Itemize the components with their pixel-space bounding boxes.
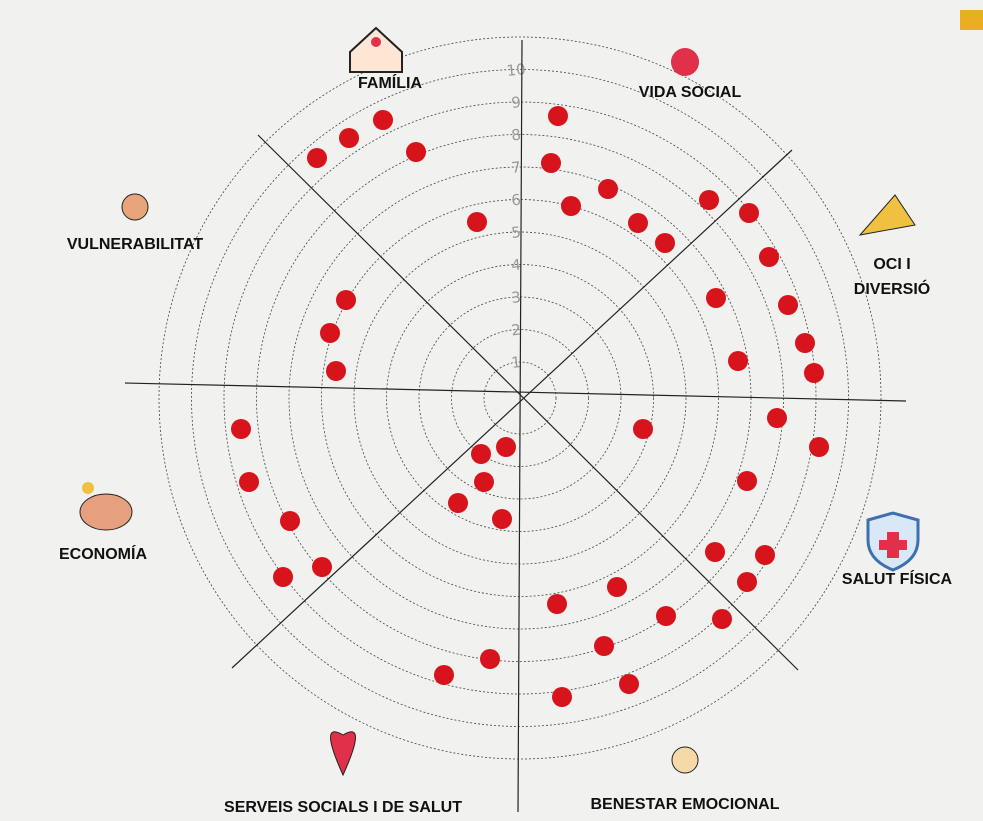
sticker-dot xyxy=(336,290,356,310)
sticker-dot xyxy=(712,609,732,629)
sticker-dot xyxy=(406,142,426,162)
sticker-dot xyxy=(804,363,824,383)
sticker-dot xyxy=(767,408,787,428)
sticker-dot xyxy=(728,351,748,371)
ring-number: 10 xyxy=(506,60,527,80)
sticker-dot xyxy=(280,511,300,531)
sticker-dot xyxy=(231,419,251,439)
sticker-dot xyxy=(448,493,468,513)
sticker-dot xyxy=(699,190,719,210)
sticker-dot xyxy=(239,472,259,492)
sticker-dot xyxy=(739,203,759,223)
sticker-dot xyxy=(312,557,332,577)
sticker-dot xyxy=(795,333,815,353)
paper xyxy=(0,0,983,821)
icon-coin xyxy=(82,482,94,494)
sticker-dot xyxy=(496,437,516,457)
sticker-dot xyxy=(552,687,572,707)
label: OCI I xyxy=(873,256,910,273)
label: SALUT FÍSICA xyxy=(842,569,953,588)
icon-face xyxy=(672,747,698,773)
sticker-dot xyxy=(755,545,775,565)
sticker-dot xyxy=(474,472,494,492)
corner-tab xyxy=(960,10,983,30)
sticker-dot xyxy=(471,444,491,464)
icon-heart xyxy=(371,37,381,47)
sticker-dot xyxy=(619,674,639,694)
sticker-dot xyxy=(705,542,725,562)
label: ECONOMÍA xyxy=(59,544,147,563)
sticker-dot xyxy=(339,128,359,148)
ring-number: 9 xyxy=(510,93,521,112)
sticker-dot xyxy=(759,247,779,267)
sticker-dot xyxy=(737,572,757,592)
sticker-dot xyxy=(561,196,581,216)
sticker-dot xyxy=(467,212,487,232)
ring-number: 7 xyxy=(510,158,521,177)
ring-number: 6 xyxy=(510,191,521,210)
poster-photo: 12345678910 FAMÍLIA VIDA SOCIAL VULNERAB… xyxy=(0,0,983,821)
sticker-dot xyxy=(633,419,653,439)
label: DIVERSIÓ xyxy=(854,279,930,298)
ring-number: 5 xyxy=(510,223,521,242)
ring-number: 8 xyxy=(510,126,521,145)
label: VIDA SOCIAL xyxy=(639,84,742,101)
sticker-dot xyxy=(320,323,340,343)
sticker-dot xyxy=(547,594,567,614)
sticker-dot xyxy=(434,665,454,685)
sticker-dot xyxy=(809,437,829,457)
sticker-dot xyxy=(594,636,614,656)
sticker-dot xyxy=(655,233,675,253)
sticker-dot xyxy=(326,361,346,381)
sticker-dot xyxy=(548,106,568,126)
sticker-dot xyxy=(492,509,512,529)
label: BENESTAR EMOCIONAL xyxy=(590,796,779,813)
sticker-dot xyxy=(598,179,618,199)
sticker-dot xyxy=(373,110,393,130)
label: VULNERABILITAT xyxy=(67,236,204,253)
sticker-dot xyxy=(607,577,627,597)
label: FAMÍLIA xyxy=(358,73,422,92)
sticker-dot xyxy=(737,471,757,491)
label: SERVEIS SOCIALS I DE SALUT xyxy=(224,799,462,816)
sticker-dot xyxy=(480,649,500,669)
icon-piggy xyxy=(80,494,132,530)
sticker-dot xyxy=(706,288,726,308)
sticker-dot xyxy=(656,606,676,626)
sticker-dot xyxy=(778,295,798,315)
sticker-dot xyxy=(628,213,648,233)
sticker-dot xyxy=(273,567,293,587)
icon-vulnerability xyxy=(122,194,148,220)
sticker-dot xyxy=(307,148,327,168)
icon-social xyxy=(671,48,699,76)
sticker-dot xyxy=(541,153,561,173)
ring-number: 4 xyxy=(510,256,521,275)
